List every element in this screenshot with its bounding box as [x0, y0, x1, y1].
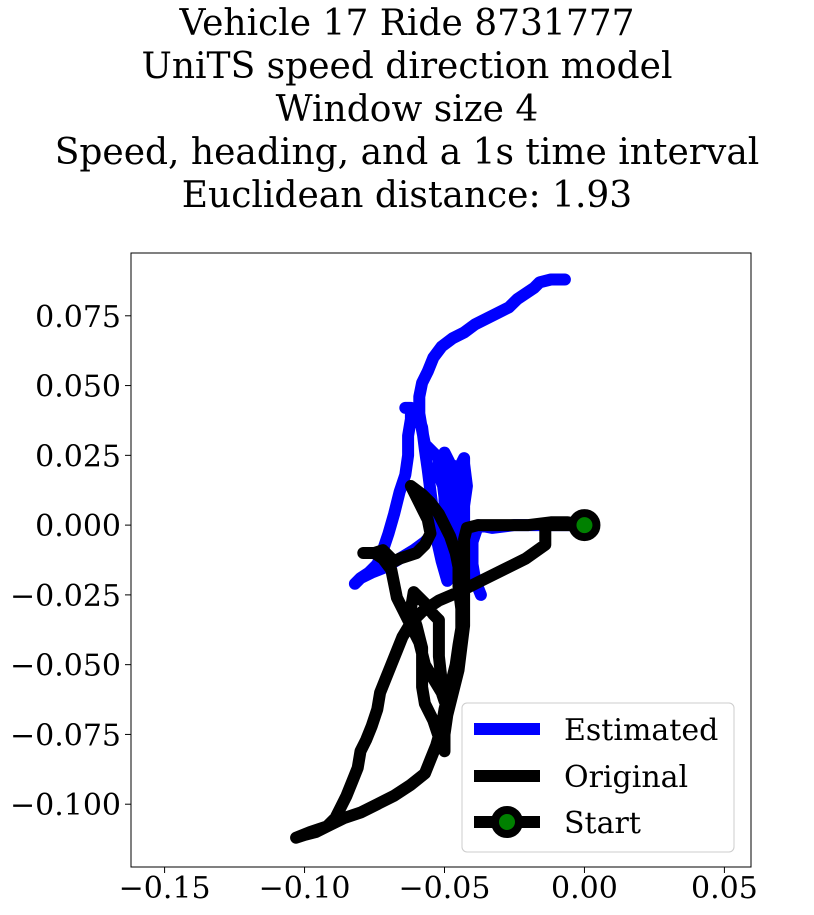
x-tick-label: −0.10	[259, 871, 351, 906]
x-tick-label: −0.15	[119, 871, 211, 906]
series-line-original	[290, 480, 591, 844]
legend-label-estimated: Estimated	[564, 713, 718, 748]
title-line-5: Euclidean distance: 1.93	[181, 175, 633, 216]
x-tick-label: 0.05	[691, 871, 758, 906]
y-tick-label: −0.050	[10, 649, 121, 684]
x-tick-label: 0.00	[551, 871, 618, 906]
title-line-3: Window size 4	[275, 89, 539, 130]
legend-start-marker	[491, 806, 523, 838]
y-tick-label: −0.100	[10, 788, 121, 823]
start-marker	[568, 509, 601, 542]
y-tick-label: 0.075	[35, 300, 121, 335]
legend-label-start: Start	[564, 806, 641, 841]
series-layer	[290, 273, 601, 844]
y-axis: 0.075 0.050 0.025 0.000 −0.025 −0.050 −0.075 −0…	[10, 300, 131, 823]
chart-title: Vehicle 17 Ride 8731777 UniTS speed dire…	[0, 2, 814, 217]
series-line-estimated	[348, 273, 591, 601]
x-axis: −0.15 −0.10 −0.05 0.00 0.05	[119, 867, 758, 906]
y-tick-label: 0.000	[35, 509, 121, 544]
title-line-1: Vehicle 17 Ride 8731777	[179, 3, 635, 44]
y-tick-label: −0.075	[10, 718, 121, 753]
y-tick-label: 0.050	[35, 370, 121, 405]
legend: Estimated Original Start	[461, 702, 735, 853]
y-tick-label: 0.025	[35, 439, 121, 474]
legend-label-original: Original	[564, 760, 688, 795]
title-line-4: Speed, heading, and a 1s time interval	[54, 132, 760, 173]
plot-frame	[130, 252, 752, 868]
x-tick-label: −0.05	[399, 871, 491, 906]
title-line-2: UniTS speed direction model	[141, 46, 673, 87]
legend-box	[461, 702, 735, 853]
y-tick-label: −0.025	[10, 579, 121, 614]
